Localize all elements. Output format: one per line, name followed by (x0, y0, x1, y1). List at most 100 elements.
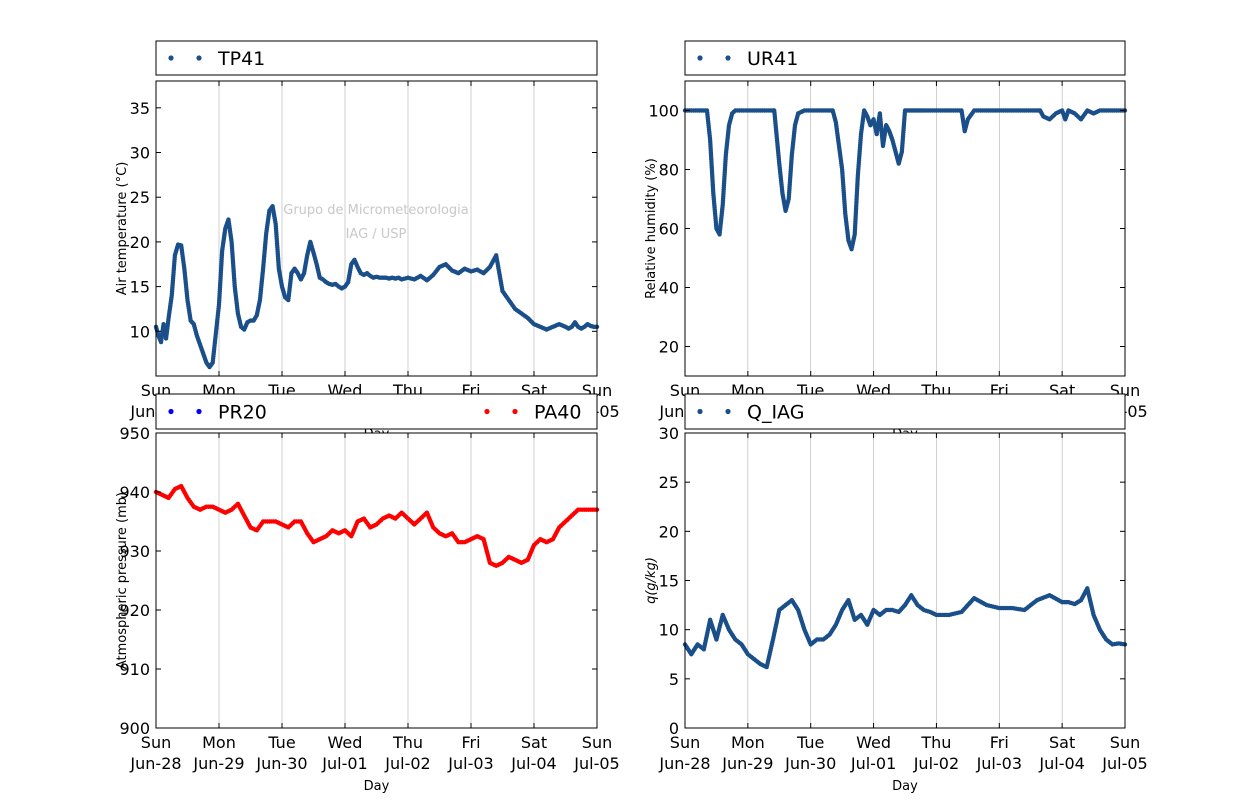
y-axis-label: Atmospheric pressure (mb) (115, 492, 130, 669)
y-tick-label: 10 (659, 621, 679, 640)
x-tick-label-day: Wed (328, 733, 363, 752)
legend-box (155, 40, 598, 76)
x-tick-label-day: Thu (920, 733, 951, 752)
watermark: Grupo de Micrometeorologia IAG / USP (283, 203, 469, 242)
y-tick-label: 15 (130, 278, 150, 297)
legend-label: Q_IAG (747, 402, 804, 424)
x-tick-label-date: Jun-28 (658, 754, 710, 773)
x-tick-label-day: Sat (521, 733, 547, 752)
y-axis-label: q(g/kg) (644, 557, 659, 604)
x-tick-label-day: Tue (267, 733, 295, 752)
legend: UR41 (684, 40, 1126, 76)
legend-label: PR20 (218, 402, 267, 424)
chart-panel-4: 0 5 10 15 20 25 30 Sun Jun-28 Mon Jun-29 Tue Jun-30 W… (644, 424, 1148, 794)
x-axis-label: Day (364, 779, 390, 794)
y-tick-label: 10 (130, 322, 150, 341)
y-tick-label: 920 (119, 601, 150, 620)
legend-marker (196, 408, 202, 415)
x-tick-label-day: Thu (392, 733, 423, 752)
legend-box (684, 393, 1126, 430)
series-tp41 (153, 203, 600, 370)
x-tick-label-date: Jun-29 (721, 754, 773, 773)
y-tick-label: 80 (659, 161, 679, 180)
legend-marker (168, 408, 174, 415)
legend-label: PA40 (534, 402, 581, 424)
legend: TP41 (155, 40, 598, 76)
y-tick-label: 35 (130, 99, 150, 118)
y-tick-label: 930 (119, 542, 150, 561)
chart-panel-2: 20406080100SunJun-28MonJun-29TueJun-30We… (644, 80, 1148, 442)
x-tick-label-day: Sun (141, 733, 171, 752)
y-tick-label: 15 (659, 572, 679, 591)
x-tick-label-day: Sat (1049, 733, 1075, 752)
legend-marker (725, 408, 731, 415)
y-axis-label: Air temperature (°C) (115, 162, 130, 296)
y-tick-label: 0 (669, 719, 679, 738)
legend-marker (512, 408, 518, 415)
legend-marker (725, 55, 731, 61)
plot-area (685, 433, 1125, 728)
x-tick-label-date: Jul-03 (976, 754, 1022, 773)
legend: PR20 PA40 (155, 393, 598, 430)
y-tick-label: 20 (659, 338, 679, 357)
y-tick-label: 910 (119, 660, 150, 679)
x-tick-label-date: Jun-30 (255, 754, 307, 773)
x-tick-label-day: Fri (461, 733, 480, 752)
y-tick-label: 25 (659, 473, 679, 492)
x-tick-label-date: Jul-05 (573, 754, 619, 773)
legend-label: UR41 (747, 48, 798, 70)
legend-marker (484, 408, 490, 415)
watermark-line-1: Grupo de Micrometeorologia (283, 203, 469, 218)
y-tick-label: 5 (669, 670, 679, 689)
x-tick-label-date: Jul-04 (1038, 754, 1084, 773)
x-tick-label-day: Wed (856, 733, 891, 752)
plot-frame (155, 80, 598, 377)
plot-frame (155, 432, 598, 729)
legend-marker (168, 55, 174, 61)
x-tick-label-day: Fri (990, 733, 1009, 752)
x-tick-label-day: Mon (202, 733, 236, 752)
series-q-iag (682, 586, 1128, 670)
y-tick-label: 940 (119, 483, 150, 502)
legend-marker (697, 55, 703, 61)
watermark-line-2: IAG / USP (346, 227, 407, 242)
chart-panel-1: 101520253035SunJun-28MonJun-29TueJun-30W… (115, 80, 620, 442)
y-tick-label: 100 (648, 102, 679, 121)
y-tick-label: 25 (130, 188, 150, 207)
y-tick-label: 30 (130, 144, 150, 163)
x-tick-label-date: Jul-01 (321, 754, 367, 773)
x-tick-label-date: Jul-02 (913, 754, 959, 773)
legend-label: TP41 (217, 48, 265, 70)
y-tick-label: 40 (659, 279, 679, 298)
y-tick-label: 950 (119, 424, 150, 443)
legend-box (155, 393, 598, 430)
x-tick-label-day: Sun (1110, 733, 1140, 752)
x-tick-label-day: Sun (582, 733, 612, 752)
y-tick-label: 20 (659, 522, 679, 541)
legend-marker (697, 408, 703, 415)
y-tick-label: 30 (659, 424, 679, 443)
y-tick-label: 60 (659, 220, 679, 239)
chart-panel-3: 900 910 920 930 940 950 Sun Jun-28 Mon Jun-29 Tue J… (115, 424, 620, 794)
y-tick-label: 20 (130, 233, 150, 252)
legend-box (684, 40, 1126, 76)
x-tick-label-date: Jun-28 (129, 754, 181, 773)
legend-marker (196, 55, 202, 61)
x-tick-label-date: Jul-05 (1101, 754, 1147, 773)
series-pa40 (153, 483, 600, 568)
x-tick-label-date: Jul-01 (850, 754, 896, 773)
x-axis-label: Day (892, 779, 918, 794)
y-tick-label: 900 (119, 719, 150, 738)
x-tick-label-date: Jul-02 (384, 754, 430, 773)
legend: Q_IAG (684, 393, 1126, 430)
series-ur41 (682, 108, 1128, 252)
x-tick-label-date: Jul-04 (510, 754, 556, 773)
x-tick-label-date: Jun-29 (192, 754, 244, 773)
x-tick-label-day: Mon (731, 733, 765, 752)
x-tick-label-day: Tue (796, 733, 824, 752)
x-tick-label-date: Jun-30 (784, 754, 836, 773)
y-axis-label: Relative humidity (%) (644, 158, 659, 299)
x-tick-label-day: Sun (670, 733, 700, 752)
plot-area (156, 433, 597, 728)
